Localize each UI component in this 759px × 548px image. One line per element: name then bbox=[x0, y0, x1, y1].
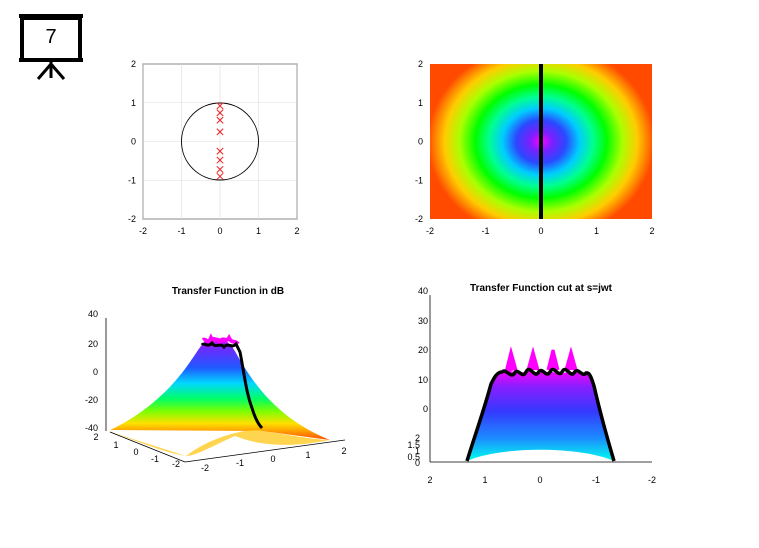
cut-fill bbox=[467, 370, 614, 461]
cut-curve bbox=[465, 367, 616, 462]
jw-axis-cut-curve bbox=[200, 340, 264, 430]
p2-ytick-label: 1 bbox=[418, 98, 423, 108]
p2-xtick-label: 2 bbox=[649, 226, 654, 236]
p1-xtick-label: 0 bbox=[217, 226, 222, 236]
p2-ytick-label: -1 bbox=[415, 175, 423, 185]
p4-ytick-label: 0 bbox=[415, 458, 420, 468]
presentation-board-icon bbox=[19, 14, 83, 80]
zero-marker bbox=[216, 172, 224, 180]
p3-ytick-label: 0 bbox=[133, 447, 138, 457]
p1-ytick-label: -1 bbox=[128, 175, 136, 185]
p4-ztick-label: 30 bbox=[418, 316, 428, 326]
p3-xtick-label: -2 bbox=[201, 463, 209, 473]
p3-y-axis bbox=[109, 431, 186, 463]
p4-xtick-label: 0 bbox=[537, 475, 542, 485]
p4-ztick-label: 20 bbox=[418, 345, 428, 355]
p2-xtick-label: -2 bbox=[426, 226, 434, 236]
p1-ytick-label: 1 bbox=[131, 98, 136, 108]
p3-ztick-labels: 40 20 0 -20 -40 bbox=[85, 309, 98, 433]
p3-xtick-label: 1 bbox=[305, 450, 310, 460]
zero-marker bbox=[216, 165, 224, 173]
p3-ztick-label: 0 bbox=[93, 367, 98, 377]
p3-xtick-label: 0 bbox=[270, 454, 275, 464]
p1-xtick-label: 1 bbox=[256, 226, 261, 236]
slide-badge: 7 bbox=[16, 12, 86, 82]
zero-marker bbox=[216, 116, 224, 124]
zero-marker bbox=[216, 102, 224, 110]
p4-ytick-labels: 21.510.50 bbox=[407, 433, 420, 468]
surface-mesh bbox=[110, 337, 330, 440]
p4-xtick-labels: 2 1 0 -1 -2 bbox=[427, 475, 656, 485]
p2-ytick-label: -2 bbox=[415, 214, 423, 224]
p1-markers bbox=[216, 102, 224, 180]
p2-xtick-labels: -2 -1 0 1 2 bbox=[426, 226, 655, 236]
p3-ytick-label: -1 bbox=[151, 454, 159, 464]
p3-xtick-labels: -2 -1 0 1 2 bbox=[201, 446, 347, 473]
p3-ytick-label: -2 bbox=[172, 459, 180, 469]
p4-ztick-label: 0 bbox=[423, 404, 428, 414]
p1-xtick-labels: -2 -1 0 1 2 bbox=[139, 226, 300, 236]
p3-x-axis bbox=[184, 439, 346, 463]
p2-ytick-label: 2 bbox=[418, 59, 423, 69]
p4-ytick-label: 1 bbox=[415, 446, 420, 456]
p4-ztick-label: 40 bbox=[418, 286, 428, 296]
p3-ztick-label: 20 bbox=[88, 339, 98, 349]
p4-xtick-label: -1 bbox=[592, 475, 600, 485]
p2-ytick-label: 0 bbox=[418, 137, 423, 147]
p2-xtick-label: 0 bbox=[538, 226, 543, 236]
pole-zero-plot: -2 -1 0 1 2 -2 -1 0 1 2 bbox=[128, 59, 300, 236]
jw-cut-surface: Transfer Function cut at s=jwt 403020100… bbox=[407, 283, 656, 485]
surface-base bbox=[108, 429, 330, 456]
p1-xtick-label: -2 bbox=[139, 226, 147, 236]
p4-ytick-label: 1.5 bbox=[407, 440, 420, 450]
p3-ztick-label: -40 bbox=[85, 423, 98, 433]
cut-peaks bbox=[504, 346, 578, 373]
zero-marker bbox=[216, 109, 224, 117]
p3-title: Transfer Function in dB bbox=[172, 286, 284, 297]
p3-ytick-labels: 2 1 0 -1 -2 bbox=[93, 432, 180, 469]
p1-xtick-label: -1 bbox=[177, 226, 185, 236]
p4-ytick-label: 2 bbox=[415, 433, 420, 443]
surface-peaks bbox=[201, 333, 240, 347]
p2-xtick-label: -1 bbox=[481, 226, 489, 236]
p4-ytick-label: 0.5 bbox=[407, 452, 420, 462]
p1-xtick-label: 2 bbox=[294, 226, 299, 236]
p4-xtick-label: -2 bbox=[648, 475, 656, 485]
p3-ytick-label: 1 bbox=[113, 440, 118, 450]
p4-xtick-label: 2 bbox=[427, 475, 432, 485]
magnitude-heatmap: -2 -1 0 1 2 -2 -1 0 1 2 bbox=[415, 59, 655, 236]
p3-ztick-label: 40 bbox=[88, 309, 98, 319]
zero-marker bbox=[216, 128, 224, 136]
slide-number: 7 bbox=[45, 26, 57, 48]
p4-ztick-labels: 40 30 20 10 0 bbox=[418, 286, 428, 414]
p1-grid bbox=[142, 63, 298, 220]
p2-xtick-label: 1 bbox=[594, 226, 599, 236]
p2-ytick-labels: -2 -1 0 1 2 bbox=[415, 59, 423, 224]
p3-ytick-label: 2 bbox=[93, 432, 98, 442]
p4-xtick-label: 1 bbox=[482, 475, 487, 485]
p4-title: Transfer Function cut at s=jwt bbox=[470, 283, 613, 294]
p3-xtick-label: -1 bbox=[236, 458, 244, 468]
zero-marker bbox=[216, 147, 224, 155]
p3-ztick-label: -20 bbox=[85, 395, 98, 405]
unit-circle bbox=[181, 102, 259, 181]
p1-ytick-label: 2 bbox=[131, 59, 136, 69]
p1-ytick-labels: -2 -1 0 1 2 bbox=[128, 59, 136, 224]
p3-xtick-label: 2 bbox=[341, 446, 346, 456]
p1-ytick-label: 0 bbox=[131, 137, 136, 147]
p4-ztick-label: 10 bbox=[418, 375, 428, 385]
zero-marker bbox=[216, 156, 224, 164]
p1-ytick-label: -2 bbox=[128, 214, 136, 224]
